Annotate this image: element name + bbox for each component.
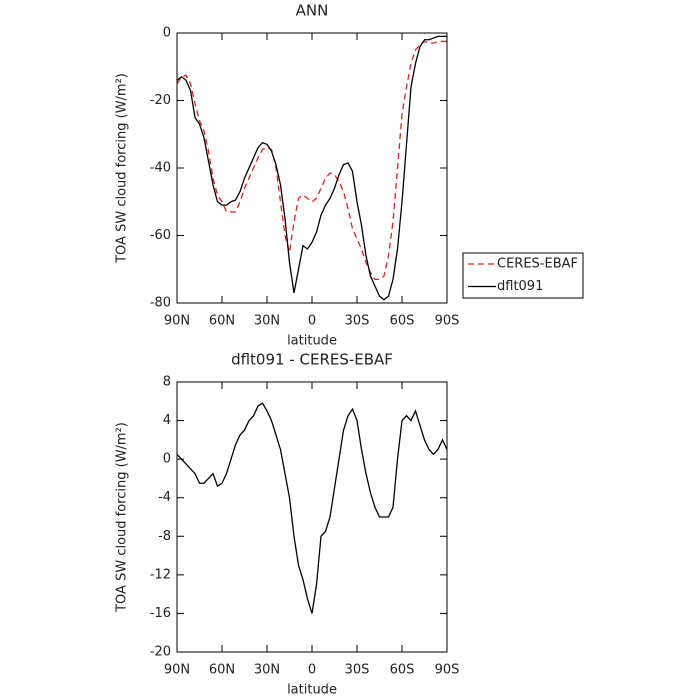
- x-tick-label: 0: [308, 314, 316, 329]
- legend-label: dflt091: [497, 279, 543, 294]
- data-line: [176, 40, 447, 281]
- legend-box: [462, 252, 584, 299]
- data-line: [176, 35, 447, 301]
- x-tick-label: 90N: [164, 663, 190, 678]
- chart-title: ANN: [296, 2, 329, 20]
- y-tick-label: -20: [150, 645, 171, 660]
- y-tick-label: 0: [163, 452, 171, 467]
- y-tick-label: -20: [150, 93, 171, 108]
- x-tick-label: 30S: [345, 314, 370, 329]
- x-tick-label: 30N: [254, 663, 280, 678]
- x-tick-label: 0: [308, 663, 316, 678]
- x-tick-label: 60N: [209, 314, 235, 329]
- y-axis-label: TOA SW cloud forcing (W/m²): [115, 73, 130, 264]
- y-tick-label: 0: [163, 26, 171, 41]
- plot-frame: [176, 381, 448, 653]
- x-tick-label: 90S: [435, 663, 460, 678]
- x-tick-label: 60S: [390, 314, 415, 329]
- y-tick-label: 4: [163, 413, 171, 428]
- y-tick-label: -12: [150, 567, 171, 582]
- y-tick-label: -4: [158, 490, 171, 505]
- chart-title: dflt091 - CERES-EBAF: [231, 351, 393, 369]
- y-tick-label: -8: [158, 529, 171, 544]
- x-axis-label: latitude: [287, 334, 337, 349]
- x-tick-label: 90S: [435, 314, 460, 329]
- x-tick-label: 60N: [209, 663, 235, 678]
- plot-frame: [176, 32, 448, 304]
- y-tick-label: -40: [150, 161, 171, 176]
- y-tick-label: 8: [163, 375, 171, 390]
- y-tick-label: -80: [150, 296, 171, 311]
- y-tick-label: -60: [150, 228, 171, 243]
- x-tick-label: 30N: [254, 314, 280, 329]
- y-axis-label: TOA SW cloud forcing (W/m²): [115, 422, 130, 613]
- x-tick-label: 90N: [164, 314, 190, 329]
- data-line: [176, 402, 448, 614]
- x-tick-label: 30S: [345, 663, 370, 678]
- x-axis-label: latitude: [287, 683, 337, 698]
- y-tick-label: -16: [150, 606, 171, 621]
- x-tick-label: 60S: [390, 663, 415, 678]
- legend-label: CERES-EBAF: [497, 257, 578, 272]
